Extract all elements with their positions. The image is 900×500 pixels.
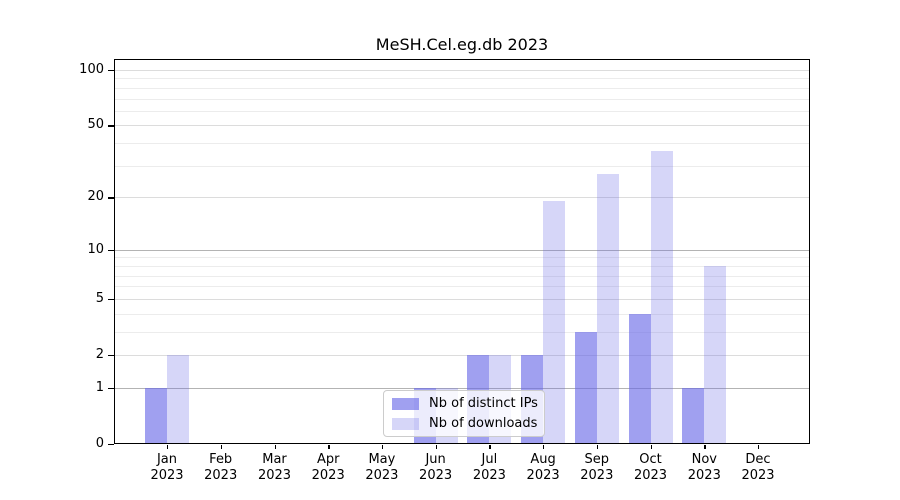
major-gridline bbox=[114, 298, 810, 300]
major-gridline bbox=[114, 249, 810, 251]
y-axis-tick bbox=[108, 298, 114, 301]
legend-item-distinct-ips: Nb of distinct IPs bbox=[392, 395, 538, 412]
bar-downloads bbox=[167, 355, 189, 444]
x-axis-tick-label: Jul 2023 bbox=[472, 452, 506, 483]
y-axis-tick bbox=[108, 125, 114, 127]
x-axis-tick bbox=[758, 445, 760, 449]
x-axis-tick bbox=[220, 445, 223, 449]
minor-gridline bbox=[114, 78, 810, 80]
y-axis-tick-label: 10 bbox=[87, 241, 104, 257]
minor-gridline bbox=[114, 275, 810, 277]
y-axis-tick bbox=[108, 249, 114, 252]
major-gridline bbox=[114, 197, 810, 199]
bar-distinct-ips bbox=[574, 331, 597, 444]
bar-distinct-ips bbox=[628, 313, 651, 444]
minor-gridline bbox=[114, 110, 810, 112]
x-axis-tick bbox=[381, 445, 384, 449]
minor-gridline bbox=[114, 331, 810, 333]
minor-gridline bbox=[114, 143, 810, 145]
x-axis-tick bbox=[596, 445, 599, 449]
y-axis-tick bbox=[108, 70, 114, 72]
y-axis-tick bbox=[108, 355, 114, 357]
y-axis-tick-label: 2 bbox=[95, 347, 104, 362]
y-axis-tick bbox=[108, 387, 114, 390]
bar-downloads bbox=[650, 151, 673, 444]
major-gridline bbox=[114, 355, 810, 356]
y-axis-tick bbox=[108, 197, 114, 199]
legend-label-downloads: Nb of downloads bbox=[429, 415, 538, 431]
bar-downloads bbox=[704, 265, 727, 444]
minor-gridline bbox=[114, 257, 810, 259]
x-axis-tick bbox=[167, 445, 169, 449]
minor-gridline bbox=[114, 286, 810, 288]
bar-downloads bbox=[543, 201, 566, 444]
major-gridline bbox=[114, 387, 810, 389]
x-axis-tick bbox=[489, 445, 491, 449]
legend-swatch-distinct-ips-icon bbox=[392, 397, 419, 410]
x-axis-tick-label: Dec 2023 bbox=[741, 452, 775, 483]
y-axis-tick-label: 20 bbox=[87, 189, 104, 205]
legend-swatch-downloads-icon bbox=[392, 417, 419, 430]
bar-distinct-ips bbox=[145, 387, 167, 444]
major-gridline bbox=[114, 125, 810, 127]
plot-area bbox=[114, 59, 810, 444]
y-axis-tick bbox=[108, 444, 114, 446]
bar-distinct-ips bbox=[682, 387, 705, 444]
minor-gridline bbox=[114, 87, 810, 89]
x-axis-tick-label: May 2023 bbox=[365, 452, 399, 483]
legend-label-distinct-ips: Nb of distinct IPs bbox=[429, 395, 538, 411]
minor-gridline bbox=[114, 165, 810, 167]
x-axis-tick-label: Jan 2023 bbox=[150, 452, 184, 483]
y-axis-tick-label: 100 bbox=[79, 62, 104, 77]
x-axis-tick bbox=[704, 445, 706, 449]
legend: Nb of distinct IPs Nb of downloads bbox=[383, 390, 545, 437]
x-axis-tick-label: Nov 2023 bbox=[687, 452, 721, 483]
x-axis-tick-label: Jun 2023 bbox=[419, 452, 453, 483]
x-axis-tick-label: Oct 2023 bbox=[633, 452, 668, 483]
y-axis-tick-label: 1 bbox=[95, 379, 104, 395]
x-axis-tick bbox=[328, 445, 330, 449]
chart-title: MeSH.Cel.eg.db 2023 bbox=[375, 35, 549, 54]
x-axis-tick bbox=[650, 445, 652, 449]
x-axis-tick bbox=[435, 445, 437, 449]
y-axis-tick-label: 5 bbox=[95, 290, 104, 306]
x-axis-tick-label: Mar 2023 bbox=[257, 452, 292, 483]
x-axis-tick bbox=[274, 445, 276, 449]
minor-gridline bbox=[114, 98, 810, 100]
x-axis-tick-label: Apr 2023 bbox=[311, 452, 345, 483]
major-gridline bbox=[114, 70, 810, 71]
x-axis-tick-label: Aug 2023 bbox=[526, 452, 560, 483]
x-axis-tick bbox=[543, 445, 545, 449]
bar-downloads bbox=[596, 174, 619, 444]
minor-gridline bbox=[114, 313, 810, 315]
x-axis-tick-label: Feb 2023 bbox=[204, 452, 238, 483]
minor-gridline bbox=[114, 265, 810, 267]
x-axis-tick-label: Sep 2023 bbox=[580, 452, 614, 483]
y-axis-tick-label: 0 bbox=[95, 436, 104, 451]
y-axis-tick-label: 50 bbox=[87, 117, 104, 133]
legend-item-downloads: Nb of downloads bbox=[392, 415, 538, 432]
